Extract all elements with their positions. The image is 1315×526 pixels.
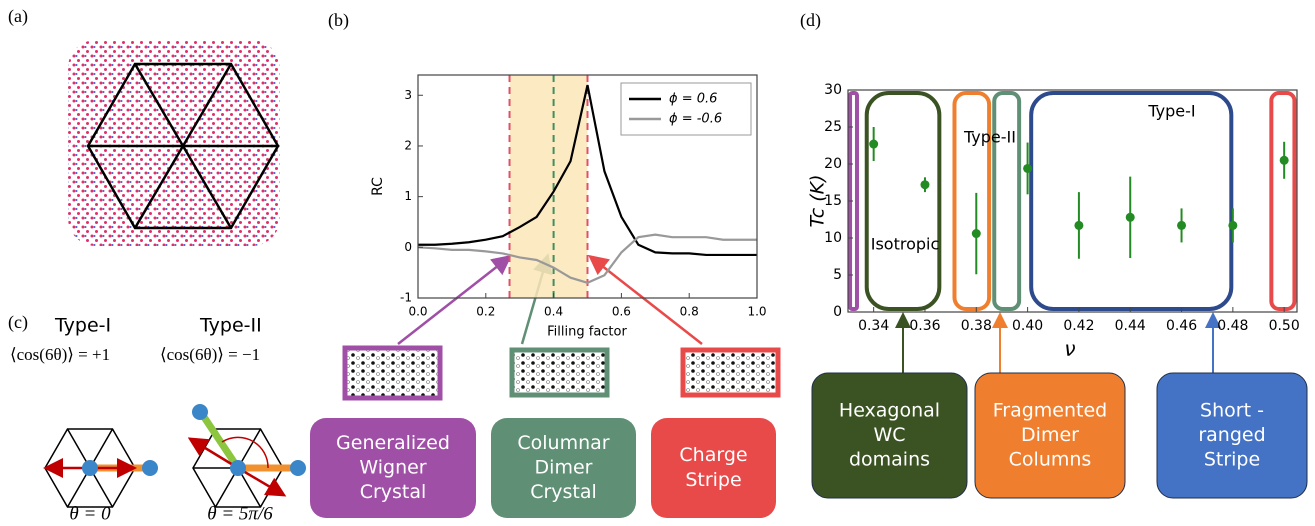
region-label: Isotropic: [871, 235, 940, 254]
region-box: [1271, 93, 1294, 309]
phase-box-text: Stripe: [1204, 449, 1260, 471]
x-tick-label: 0.0: [408, 305, 427, 319]
y-axis-label: RC: [370, 177, 386, 196]
phase-box-text: Charge: [679, 444, 747, 466]
y-tick-label: 20: [824, 156, 842, 172]
panel-label: (c): [8, 312, 28, 333]
y-tick-label: 30: [824, 82, 842, 98]
region-box: [867, 93, 940, 309]
phase-box-text: ranged: [1198, 424, 1265, 446]
y-tick-label: 0: [404, 240, 412, 254]
point: [1280, 156, 1289, 165]
equation: ⟨cos(6θ)⟩ = +1: [10, 345, 110, 364]
type-label: Type-II: [199, 315, 262, 337]
x-tick-label: 1.0: [747, 305, 766, 319]
point: [1228, 221, 1237, 230]
phase-box-text: Columnar: [517, 432, 609, 454]
angle-label: θ = 0: [69, 503, 111, 524]
phase-box-text: Hexagonal: [839, 399, 940, 421]
lattice-panel: [68, 40, 280, 246]
point: [1023, 164, 1032, 173]
phase-box-text: Crystal: [530, 481, 597, 503]
phase-box-text: Columns: [1009, 449, 1092, 471]
y-tick-label: 3: [404, 88, 412, 102]
region-box: [1031, 93, 1231, 309]
y-tick-label: 0: [833, 304, 842, 320]
phase-box-text: WC: [873, 424, 905, 446]
region-label: Type-I: [1147, 102, 1195, 121]
region-box: [954, 93, 989, 309]
x-tick-label: 0.42: [1063, 318, 1094, 334]
x-tick-label: 0.46: [1166, 318, 1197, 334]
type-1-diagram: [45, 429, 158, 507]
x-tick-label: 0.34: [858, 318, 889, 334]
phase-box-text: Crystal: [360, 481, 427, 503]
x-tick-label: 0.50: [1269, 318, 1300, 334]
x-tick-label: 0.6: [612, 305, 631, 319]
y-axis-label: Tc (K): [807, 174, 829, 227]
y-tick-label: 10: [824, 230, 842, 246]
figure: (a) (b) (c) (d) Type-I Type-II ⟨cos(6θ)⟩…: [0, 0, 1315, 526]
x-tick-label: 0.44: [1115, 318, 1146, 334]
phase-box-text: Short -: [1200, 399, 1264, 421]
x-tick-label: 0.48: [1217, 318, 1248, 334]
angle-label: θ = 5π/6: [207, 503, 273, 524]
panel-label: (a): [8, 6, 28, 27]
point: [920, 180, 929, 189]
equation: ⟨cos(6θ)⟩ = −1: [160, 345, 260, 364]
phase-box-text: Generalized: [336, 432, 450, 454]
x-tick-label: 0.36: [909, 318, 940, 334]
phase-box-text: Dimer: [1021, 424, 1079, 446]
x-tick-label: 0.4: [544, 305, 563, 319]
point: [1126, 213, 1135, 222]
region-box: [994, 93, 1019, 309]
type-label: Type-I: [54, 315, 111, 337]
phase-box-text: domains: [849, 449, 930, 471]
legend-label: ϕ = -0.6: [669, 112, 722, 127]
phase-box-text: Wigner: [359, 457, 426, 479]
phase-thumbnails: [345, 348, 778, 398]
region-label: Type-II: [963, 128, 1016, 147]
y-tick-label: 25: [824, 119, 842, 135]
phase-box-text: Fragmented: [993, 399, 1108, 421]
x-tick-label: 0.2: [476, 305, 495, 319]
point: [869, 140, 878, 149]
x-tick-label: 0.40: [1012, 318, 1043, 334]
legend-label: ϕ = 0.6: [669, 92, 717, 107]
point: [972, 229, 981, 238]
point: [1074, 221, 1083, 230]
panel-label: (d): [800, 10, 821, 31]
y-tick-label: -1: [400, 291, 412, 305]
point: [1177, 221, 1186, 230]
y-tick-label: 1: [404, 189, 412, 203]
panel-label: (b): [328, 10, 349, 31]
x-tick-label: 0.38: [961, 318, 992, 334]
y-tick-label: 5: [833, 267, 842, 283]
phase-box-text: Dimer: [535, 457, 593, 479]
x-tick-label: 0.8: [680, 305, 699, 319]
type-2-diagram: [192, 404, 306, 507]
phase-box-text: Stripe: [685, 469, 741, 491]
x-axis-label: ν: [1064, 337, 1075, 361]
x-axis-label: Filling factor: [547, 325, 627, 340]
y-tick-label: 2: [404, 138, 412, 152]
